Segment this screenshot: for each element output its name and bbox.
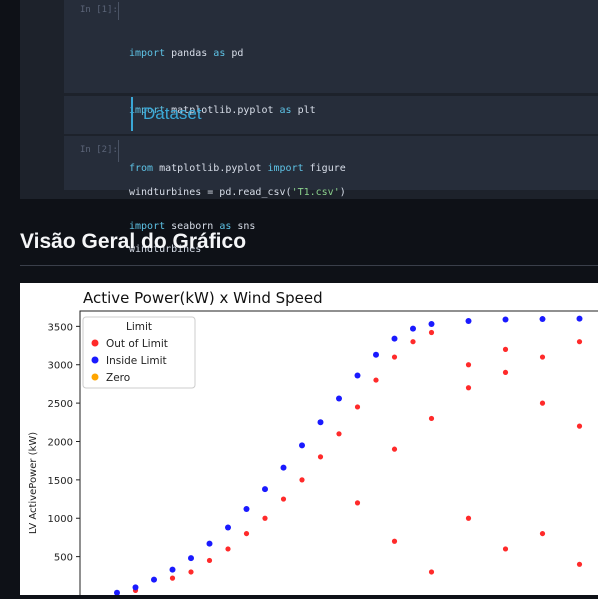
point-out-of-limit xyxy=(280,496,287,502)
point-out-of-limit xyxy=(539,354,546,360)
legend-title: Limit xyxy=(126,321,152,333)
section-divider xyxy=(20,265,598,266)
point-out-of-limit xyxy=(225,546,231,552)
point-inside-limit xyxy=(317,419,324,426)
legend-label-inside-limit: Inside Limit xyxy=(106,355,167,367)
point-out-of-limit xyxy=(391,446,398,452)
code-line: windturbines xyxy=(129,244,202,256)
point-out-of-limit xyxy=(373,377,379,383)
legend: Limit Out of Limit Inside Limit Zero xyxy=(82,316,196,389)
code-line: from matplotlib.pyplot import figure xyxy=(129,163,346,175)
point-inside-limit xyxy=(299,442,305,449)
scatter-chart: Active Power(kW) x Wind Speed LV ActiveP… xyxy=(28,289,598,598)
point-inside-limit xyxy=(465,317,472,324)
y-axis-label: LV ActivePower (kW) xyxy=(28,432,39,534)
point-inside-limit xyxy=(206,540,213,547)
markdown-accent-bar xyxy=(131,97,133,131)
code-block-read-csv: windturbines = pd.read_csv('T1.csv') win… xyxy=(129,144,346,279)
point-out-of-limit xyxy=(539,400,546,406)
point-out-of-limit xyxy=(206,557,213,564)
point-inside-limit xyxy=(502,316,509,323)
code-cell-imports[interactable] xyxy=(64,0,598,93)
point-out-of-limit xyxy=(428,415,435,422)
point-inside-limit xyxy=(262,486,268,493)
point-out-of-limit xyxy=(502,369,509,376)
legend-marker-zero xyxy=(91,373,99,381)
point-out-of-limit xyxy=(391,354,398,360)
point-inside-limit xyxy=(373,351,379,358)
point-out-of-limit xyxy=(465,362,472,368)
legend-label-zero: Zero xyxy=(106,372,130,384)
code-line: import seaborn as sns xyxy=(129,221,256,233)
point-out-of-limit xyxy=(502,546,509,552)
y-tick-label: 2500 xyxy=(48,399,73,410)
point-inside-limit xyxy=(354,372,361,379)
point-out-of-limit xyxy=(188,569,194,575)
cell-gutter-1 xyxy=(118,2,119,20)
cell-prompt-2: In [2]: xyxy=(80,145,118,155)
point-out-of-limit xyxy=(317,454,324,460)
point-out-of-limit xyxy=(410,339,416,345)
point-out-of-limit xyxy=(391,538,398,544)
y-tick-label: 1500 xyxy=(48,476,73,487)
scatter-points xyxy=(114,315,583,596)
code-line: windturbines = pd.read_csv('T1.csv') xyxy=(129,186,346,198)
y-tick-label: 2000 xyxy=(48,437,73,448)
point-inside-limit xyxy=(243,506,250,513)
point-out-of-limit xyxy=(243,530,250,537)
notebook-panel xyxy=(20,0,598,199)
legend-label-out-of-limit: Out of Limit xyxy=(106,338,168,350)
point-out-of-limit xyxy=(336,431,342,437)
point-out-of-limit xyxy=(576,423,583,429)
point-inside-limit xyxy=(391,335,398,342)
code-cell-read-csv[interactable] xyxy=(64,136,598,190)
point-inside-limit xyxy=(114,589,120,596)
code-block-imports: import pandas as pd import matplotlib.py… xyxy=(129,5,346,256)
markdown-cell-dataset[interactable] xyxy=(64,96,598,134)
point-out-of-limit xyxy=(262,515,268,521)
point-out-of-limit xyxy=(576,561,583,567)
point-out-of-limit xyxy=(354,500,361,506)
section-title: Visão Geral do Gráfico xyxy=(20,230,247,253)
point-out-of-limit xyxy=(465,515,472,521)
point-inside-limit xyxy=(280,464,287,471)
point-out-of-limit xyxy=(169,575,176,581)
point-inside-limit xyxy=(539,316,546,323)
point-inside-limit xyxy=(428,321,435,328)
point-out-of-limit xyxy=(354,404,361,410)
point-inside-limit xyxy=(188,555,194,562)
point-inside-limit xyxy=(576,315,583,322)
point-out-of-limit xyxy=(465,385,472,391)
cell-gutter-2 xyxy=(118,140,119,162)
point-inside-limit xyxy=(132,584,139,591)
code-line: import pandas as pd xyxy=(129,47,244,59)
point-inside-limit xyxy=(410,325,416,332)
y-tick-label: 1000 xyxy=(48,514,73,525)
cell-prompt-1: In [1]: xyxy=(80,5,118,15)
point-out-of-limit xyxy=(502,346,509,352)
point-inside-limit xyxy=(225,524,231,531)
y-tick-label: 3000 xyxy=(48,361,73,372)
scatter-chart-container: Active Power(kW) x Wind Speed LV ActiveP… xyxy=(20,283,598,598)
legend-frame xyxy=(82,316,196,389)
legend-marker-inside-limit xyxy=(91,356,99,364)
markdown-heading: Dataset xyxy=(143,104,202,123)
point-out-of-limit xyxy=(428,569,435,575)
point-out-of-limit xyxy=(539,530,546,537)
chart-title: Active Power(kW) x Wind Speed xyxy=(83,289,323,307)
y-tick-label: 3500 xyxy=(48,322,73,333)
point-inside-limit xyxy=(151,576,157,583)
point-out-of-limit xyxy=(576,339,583,345)
point-inside-limit xyxy=(169,566,176,573)
legend-marker-out-of-limit xyxy=(91,339,99,347)
point-out-of-limit xyxy=(428,329,435,336)
code-line: import matplotlib.pyplot as plt xyxy=(129,105,316,117)
point-inside-limit xyxy=(336,395,342,402)
y-tick-label: 500 xyxy=(54,553,73,564)
point-out-of-limit xyxy=(299,477,305,483)
